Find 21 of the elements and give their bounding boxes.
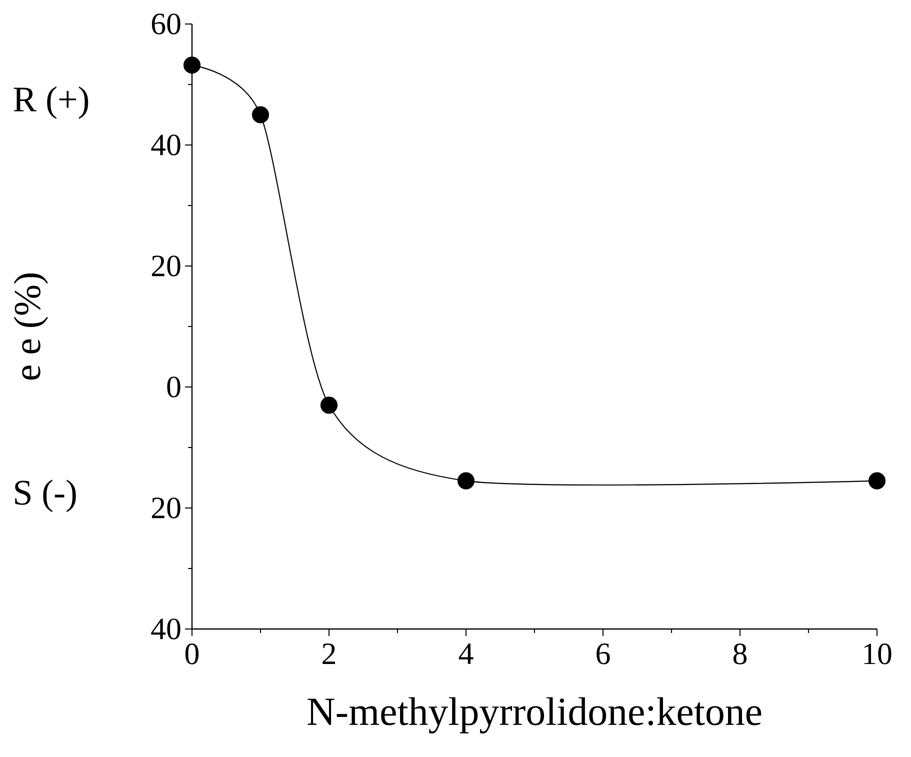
y-tick-label: 20	[152, 498, 180, 518]
y-tick-label: 60	[152, 14, 180, 34]
y-axis-title: e e (%)	[14, 274, 48, 380]
y-tick-label: 0	[167, 376, 180, 398]
y-tick-label: 40	[151, 134, 180, 156]
text: S (-)	[15, 480, 76, 512]
point	[457, 472, 475, 490]
point	[868, 472, 886, 490]
x-tick-label: 4	[458, 644, 474, 664]
point	[252, 106, 270, 124]
x-tick-label: 6	[596, 644, 610, 664]
x-tick-label: 0	[185, 644, 199, 664]
x-tick-label: 10	[864, 644, 892, 664]
y-tick-label: 20	[152, 256, 180, 276]
x-tick-label: 8	[733, 644, 747, 664]
point	[183, 56, 201, 74]
text: R (+)	[14, 86, 88, 119]
point	[320, 396, 338, 414]
y-tick-label: 40	[151, 618, 180, 640]
x-axis-title: N-methylpyrrolidone:ketone	[308, 697, 762, 734]
x-tick-label: 2	[322, 644, 336, 664]
